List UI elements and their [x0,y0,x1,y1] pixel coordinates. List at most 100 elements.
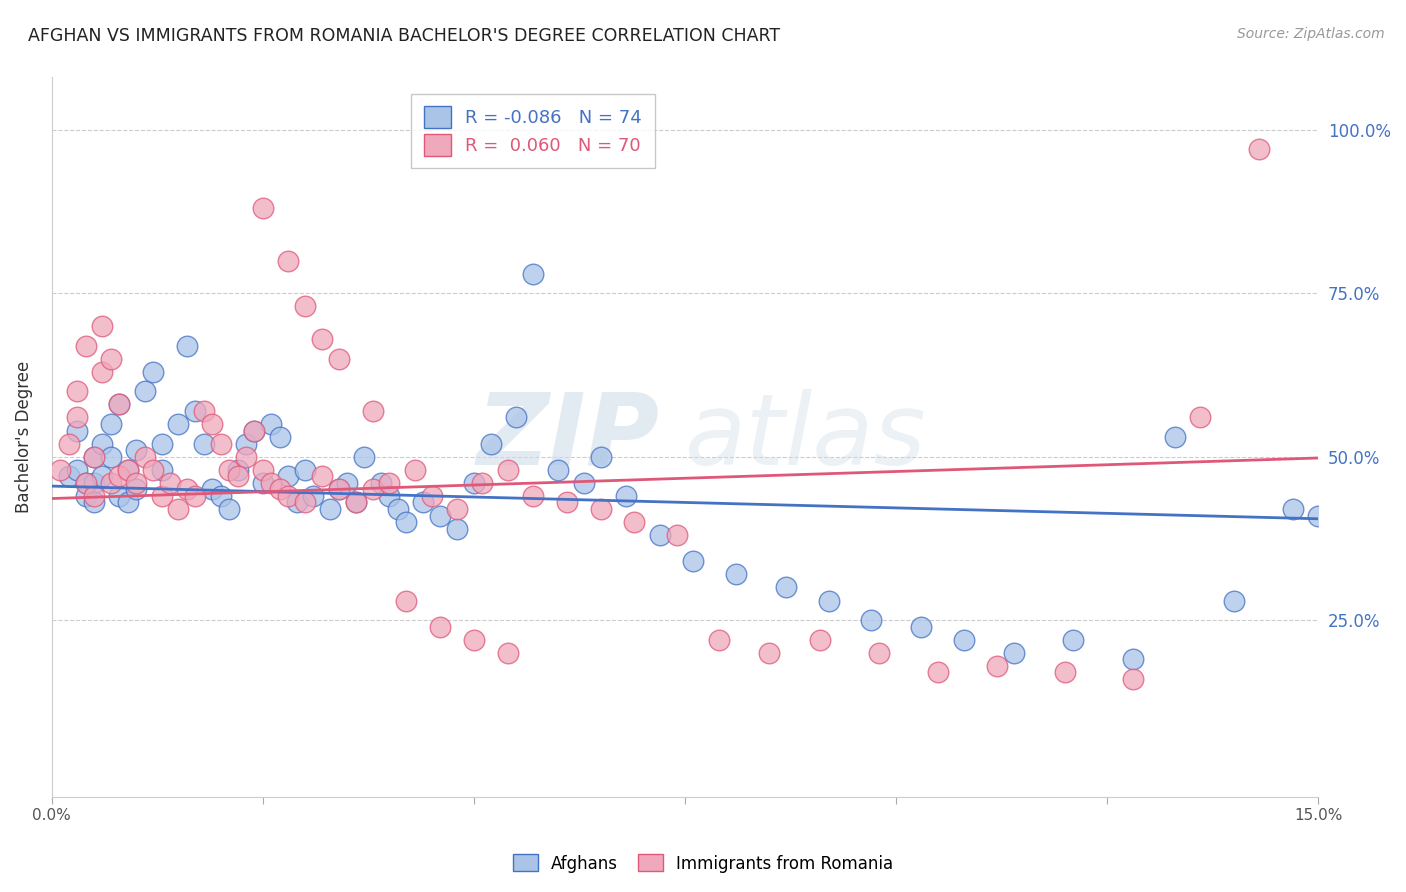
Point [1308,508,1330,523]
Text: atlas: atlas [685,389,927,485]
Point [252,475,274,490]
Point [159,475,181,490]
Point [547,463,569,477]
Point [420,489,443,503]
Point [142,365,165,379]
Point [446,502,468,516]
Point [176,338,198,352]
Point [1062,632,1084,647]
Text: Source: ZipAtlas.com: Source: ZipAtlas.com [1237,27,1385,41]
Point [83,489,105,503]
Legend: Afghans, Immigrants from Romania: Afghans, Immigrants from Romania [506,847,900,880]
Point [614,489,637,503]
Point [58,436,80,450]
Point [252,201,274,215]
Point [378,475,401,490]
Point [1249,142,1271,156]
Point [252,463,274,477]
Point [285,495,308,509]
Point [395,515,418,529]
Point [226,469,249,483]
Point [260,417,283,431]
Text: ZIP: ZIP [477,389,659,485]
Point [58,469,80,483]
Point [294,495,316,509]
Point [184,489,207,503]
Point [218,463,240,477]
Point [167,502,190,516]
Point [378,489,401,503]
Point [260,475,283,490]
Point [66,410,89,425]
Point [1164,430,1187,444]
Point [277,489,299,503]
Text: AFGHAN VS IMMIGRANTS FROM ROMANIA BACHELOR'S DEGREE CORRELATION CHART: AFGHAN VS IMMIGRANTS FROM ROMANIA BACHEL… [28,27,780,45]
Point [412,495,434,509]
Point [193,404,215,418]
Point [243,424,266,438]
Point [395,593,418,607]
Point [623,515,645,529]
Point [125,483,148,497]
Point [91,365,114,379]
Point [1189,410,1212,425]
Point [277,469,299,483]
Point [83,475,105,490]
Point [75,489,97,503]
Point [429,508,451,523]
Point [311,332,333,346]
Point [243,424,266,438]
Point [665,528,688,542]
Point [150,463,173,477]
Point [167,417,190,431]
Point [150,436,173,450]
Point [361,483,384,497]
Point [49,463,72,477]
Point [294,463,316,477]
Point [328,351,350,366]
Point [201,417,224,431]
Point [235,436,257,450]
Point [108,489,131,503]
Point [1053,665,1076,680]
Point [648,528,671,542]
Point [404,463,426,477]
Point [387,502,409,516]
Point [859,613,882,627]
Point [1223,593,1246,607]
Point [235,450,257,464]
Point [66,384,89,399]
Point [100,475,122,490]
Point [75,475,97,490]
Point [479,436,502,450]
Point [209,436,232,450]
Point [463,632,485,647]
Point [446,522,468,536]
Point [522,267,544,281]
Point [589,502,612,516]
Point [66,463,89,477]
Point [707,632,730,647]
Point [83,495,105,509]
Point [808,632,831,647]
Point [353,450,375,464]
Point [91,318,114,333]
Point [775,581,797,595]
Point [555,495,578,509]
Point [75,475,97,490]
Point [572,475,595,490]
Point [429,620,451,634]
Point [218,502,240,516]
Point [125,443,148,458]
Point [986,659,1008,673]
Point [505,410,527,425]
Point [463,475,485,490]
Point [108,397,131,411]
Point [682,554,704,568]
Point [117,463,139,477]
Point [117,495,139,509]
Point [817,593,839,607]
Point [66,424,89,438]
Point [108,397,131,411]
Point [226,463,249,477]
